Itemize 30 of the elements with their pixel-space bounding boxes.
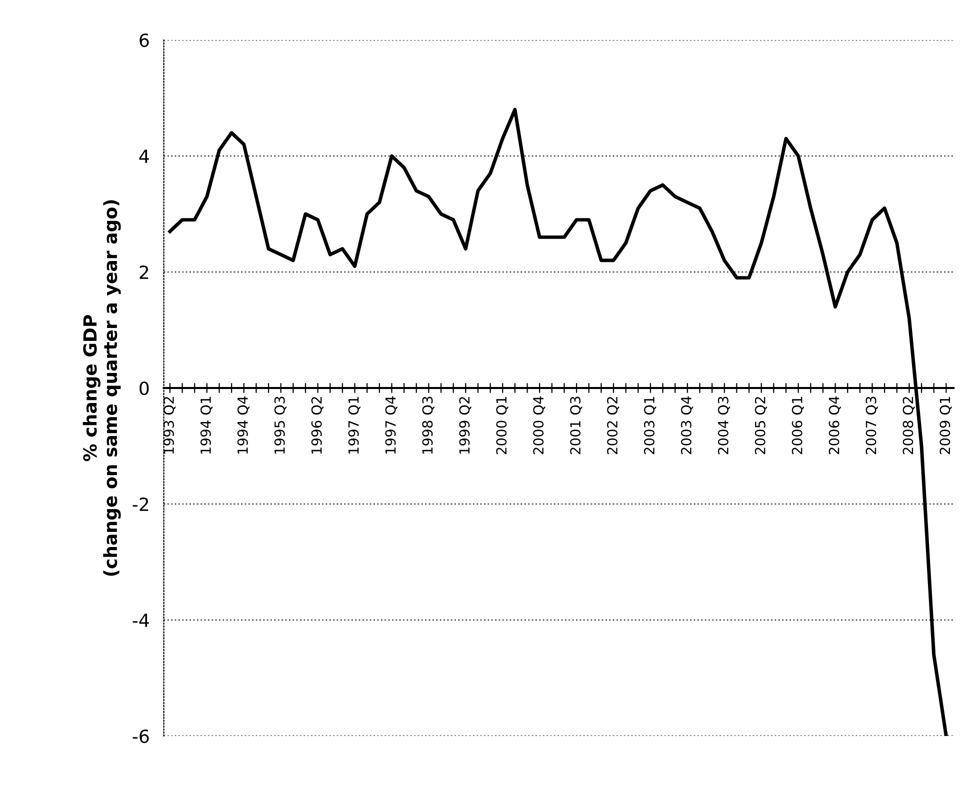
x-tick-label: 2009 Q1: [940, 396, 952, 454]
x-tick-label: 2003 Q4: [680, 396, 694, 454]
x-tick-label: 2000 Q1: [496, 396, 508, 454]
x-tick-label: 2005 Q2: [754, 397, 767, 454]
x-tick-label: 1997 Q1: [348, 396, 360, 454]
y-tick-label: 4: [139, 150, 149, 163]
y-axis-title: % change GDP (change on same quarter a year ago): [82, 200, 121, 576]
y-tick-label: 0: [140, 381, 149, 396]
y-tick-label: -6: [132, 729, 149, 744]
x-tick-label: 1994 Q4: [237, 396, 250, 454]
y-tick-label: -2: [132, 497, 148, 511]
x-tick-label: 1999 Q2: [459, 397, 472, 454]
y-tick-label: -4: [132, 614, 149, 627]
x-tick-label: 1998 Q3: [422, 396, 434, 454]
x-tick-label: 2006 Q4: [828, 396, 841, 454]
y-tick-label: 6: [140, 33, 149, 48]
x-tick-label: 2007 Q3: [866, 396, 878, 454]
x-tick-label: 1997 Q4: [385, 396, 398, 454]
x-tick-label: 2004 Q3: [718, 396, 730, 454]
x-tick-label: 2000 Q4: [533, 396, 546, 454]
x-tick-label: 1996 Q2: [311, 397, 324, 454]
x-tick-label: 1993 Q2: [163, 397, 176, 454]
x-tick-label: 2003 Q1: [644, 396, 656, 454]
x-tick-label: 2006 Q1: [792, 396, 804, 454]
x-tick-label: 2001 Q3: [570, 396, 582, 454]
y-tick-label: 2: [140, 265, 148, 279]
x-tick-label: 2008 Q2: [902, 397, 915, 454]
x-tick-label: 2002 Q2: [607, 397, 620, 454]
x-tick-label: 1995 Q3: [274, 396, 286, 454]
x-tick-label: 1994 Q1: [200, 396, 213, 454]
